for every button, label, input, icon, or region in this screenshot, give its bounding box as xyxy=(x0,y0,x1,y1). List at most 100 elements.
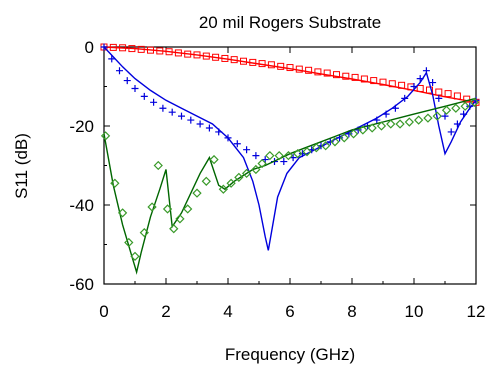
data-point-plus xyxy=(447,128,455,136)
data-point-diamond xyxy=(348,129,359,139)
data-point-diamond xyxy=(330,137,340,147)
x-tick-label: 6 xyxy=(285,302,294,321)
chart-title: 20 mil Rogers Substrate xyxy=(199,13,381,32)
data-point-plus xyxy=(224,134,232,142)
data-point-diamond xyxy=(414,115,424,125)
data-point-diamond xyxy=(460,101,470,111)
data-point-diamond xyxy=(192,188,202,198)
data-point-diamond xyxy=(251,164,261,175)
data-point-square xyxy=(370,77,378,85)
data-point-square xyxy=(202,52,210,60)
data-point-square xyxy=(444,90,452,98)
data-point-plus xyxy=(215,128,223,136)
x-tick-label: 12 xyxy=(467,302,485,321)
data-point-diamond xyxy=(169,224,179,234)
data-point-diamond xyxy=(395,119,405,129)
data-point-diamond xyxy=(283,150,294,161)
data-point-diamond xyxy=(386,119,396,129)
data-point-square xyxy=(119,44,127,52)
data-point-square xyxy=(240,57,247,65)
data-point-plus xyxy=(336,134,344,142)
data-point-diamond xyxy=(183,204,193,214)
data-point-plus xyxy=(453,120,461,128)
data-point-square xyxy=(221,54,229,62)
y-axis-label: S11 (dB) xyxy=(12,133,31,199)
data-point-square xyxy=(128,45,136,53)
x-tick-label: 8 xyxy=(347,302,356,321)
series-line xyxy=(103,97,477,275)
data-point-diamond xyxy=(311,143,321,153)
data-point-plus xyxy=(243,146,251,154)
data-point-plus xyxy=(108,55,116,63)
data-point-square xyxy=(360,75,368,83)
data-point-square xyxy=(174,49,182,57)
data-point-diamond xyxy=(201,176,211,186)
data-point-diamond xyxy=(153,160,163,171)
data-point-square xyxy=(342,72,350,80)
data-point-diamond xyxy=(110,178,120,188)
data-point-diamond xyxy=(265,150,275,161)
data-point-plus xyxy=(187,116,195,124)
data-point-plus xyxy=(196,120,204,128)
data-point-plus xyxy=(401,94,409,102)
data-point-square xyxy=(426,86,433,94)
y-tick-label: -20 xyxy=(69,117,94,136)
data-point-diamond xyxy=(234,172,244,182)
y-tick-label: -60 xyxy=(69,275,94,294)
data-point-square xyxy=(212,53,220,61)
data-point-diamond xyxy=(339,133,349,143)
data-point-diamond xyxy=(175,214,185,224)
data-point-plus xyxy=(326,138,334,146)
data-point-square xyxy=(277,62,285,70)
data-point-plus xyxy=(100,43,108,51)
data-point-square xyxy=(379,78,387,86)
axis-ticks: 0 2 4 6 8 10 12 0 -20 -40 -60 xyxy=(69,38,485,321)
data-point-plus xyxy=(261,156,269,164)
data-point-diamond xyxy=(302,147,312,157)
data-point-plus xyxy=(168,108,176,116)
data-point-plus xyxy=(205,124,213,132)
data-point-diamond xyxy=(367,123,377,133)
data-point-plus xyxy=(354,126,362,134)
data-point-diamond xyxy=(162,204,173,214)
data-point-diamond xyxy=(226,178,236,188)
data-point-plus xyxy=(373,116,381,124)
data-point-plus xyxy=(280,158,288,166)
data-point-plus xyxy=(123,77,131,85)
x-tick-label: 0 xyxy=(99,302,108,321)
data-point-plus xyxy=(116,67,123,75)
data-point-plus xyxy=(233,140,241,148)
data-point-diamond xyxy=(241,168,252,179)
data-point-diamond xyxy=(441,105,452,115)
data-point-square xyxy=(453,92,461,100)
data-point-plus xyxy=(252,152,260,160)
series-layer xyxy=(100,43,480,275)
data-point-square xyxy=(193,51,201,59)
data-point-square xyxy=(137,45,145,53)
data-point-plus xyxy=(178,112,185,120)
data-point-diamond xyxy=(257,158,267,169)
data-point-square xyxy=(435,88,443,96)
x-tick-label: 2 xyxy=(161,302,170,321)
y-tick-label: 0 xyxy=(85,38,94,57)
data-point-plus xyxy=(416,75,424,83)
data-point-square xyxy=(463,95,471,103)
data-point-square xyxy=(249,58,257,66)
data-point-square xyxy=(109,43,117,51)
data-point-diamond xyxy=(147,202,157,212)
data-point-plus xyxy=(441,112,449,120)
data-point-square xyxy=(147,46,154,54)
data-point-square xyxy=(156,47,164,55)
data-point-diamond xyxy=(139,228,149,238)
data-point-plus xyxy=(466,102,474,110)
data-point-square xyxy=(323,69,331,77)
data-point-diamond xyxy=(130,251,140,261)
data-point-diamond xyxy=(404,117,414,127)
data-point-diamond xyxy=(451,103,461,113)
data-point-diamond xyxy=(209,154,219,165)
data-point-square xyxy=(351,73,359,81)
data-point-square xyxy=(184,50,192,58)
data-point-square xyxy=(286,64,294,72)
data-point-plus xyxy=(382,110,390,118)
